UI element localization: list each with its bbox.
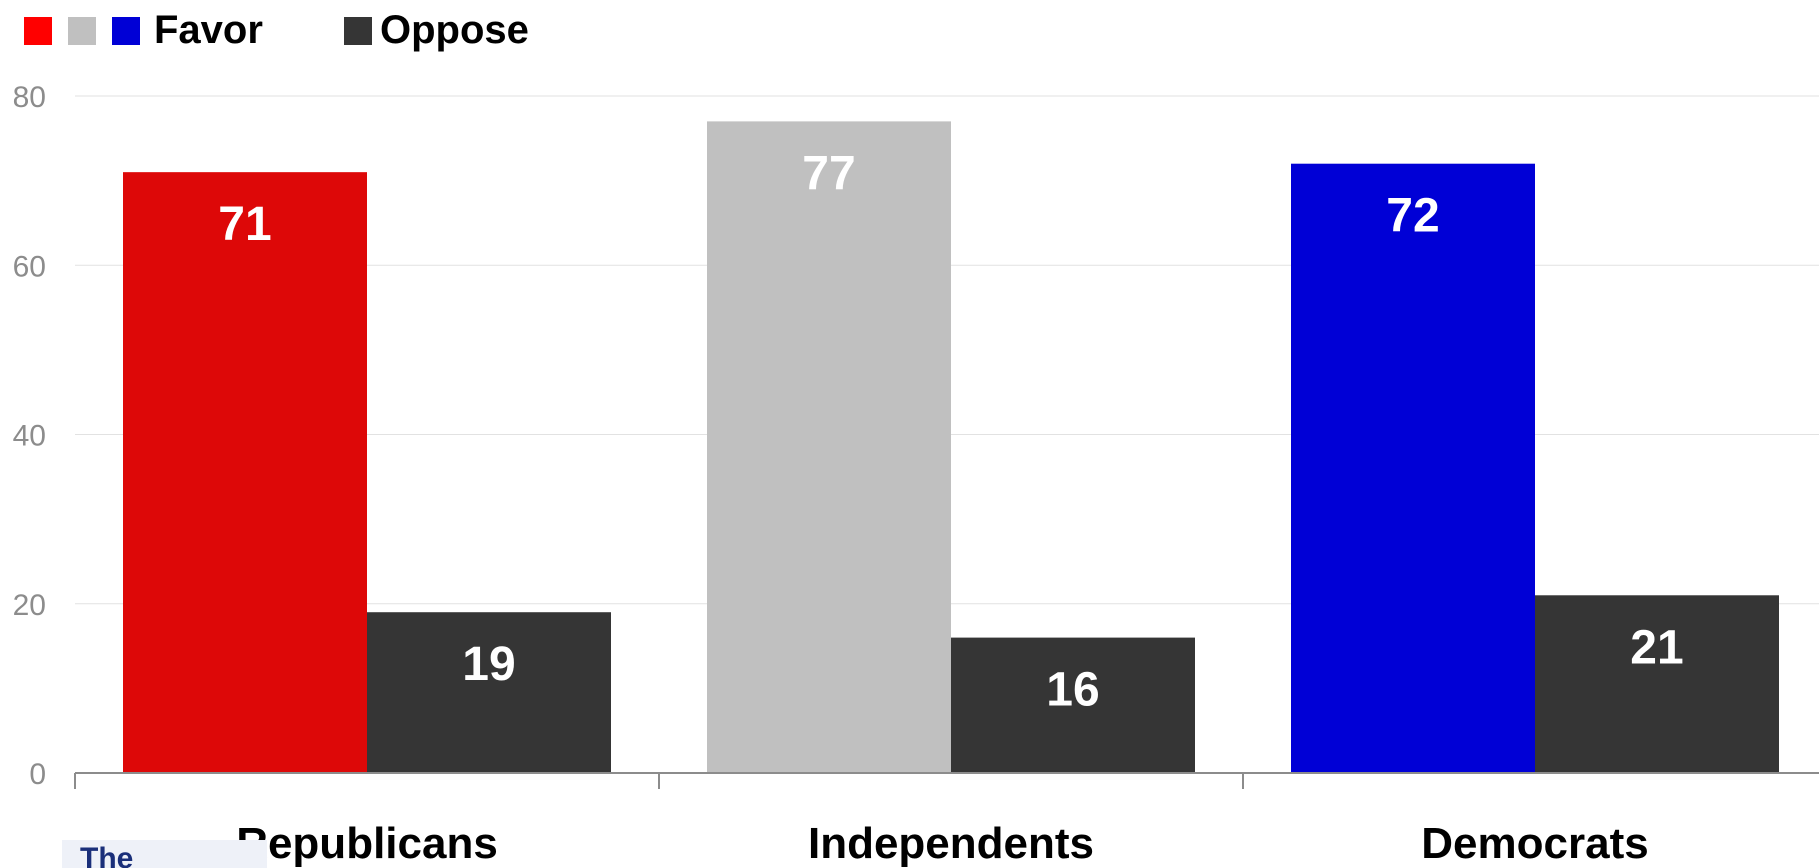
legend-swatch-favor-3 <box>112 17 140 45</box>
bars <box>123 121 1779 774</box>
y-tick-label-20: 20 <box>13 589 46 622</box>
bar-republicans-oppose <box>367 612 611 773</box>
data-label-democrats-oppose: 21 <box>1630 621 1683 674</box>
y-tick-label-60: 60 <box>13 250 46 283</box>
data-label-democrats-favor: 72 <box>1386 190 1439 243</box>
category-labels: Republicans Independents Democrats <box>236 819 1649 868</box>
logo: The <box>62 840 267 868</box>
logo-text: The <box>80 842 133 868</box>
y-tick-label-0: 0 <box>29 758 46 791</box>
bar-republicans-favor <box>123 172 367 774</box>
y-tick-label-40: 40 <box>13 420 46 453</box>
bar-independents-favor <box>707 121 951 773</box>
category-label-republicans: Republicans <box>236 819 498 868</box>
legend-swatch-oppose <box>344 17 372 45</box>
legend: Favor Oppose <box>24 8 529 52</box>
category-label-independents: Independents <box>808 819 1094 868</box>
category-label-democrats: Democrats <box>1421 819 1648 868</box>
y-axis-tick-labels: 0 20 40 60 80 <box>13 81 46 791</box>
data-labels: 71 19 77 16 72 21 <box>218 147 1683 716</box>
data-label-independents-favor: 77 <box>802 147 855 200</box>
data-label-republicans-favor: 71 <box>218 198 271 251</box>
data-label-independents-oppose: 16 <box>1046 664 1099 717</box>
bar-democrats-favor <box>1291 163 1535 773</box>
bar-independents-oppose <box>951 637 1195 773</box>
x-axis <box>74 772 1819 789</box>
data-label-republicans-oppose: 19 <box>462 638 515 691</box>
legend-swatch-favor-1 <box>24 17 52 45</box>
bar-democrats-oppose <box>1535 595 1779 773</box>
y-tick-label-80: 80 <box>13 81 46 114</box>
legend-label-favor: Favor <box>154 8 263 52</box>
logo-background <box>62 840 267 868</box>
legend-swatch-favor-2 <box>68 17 96 45</box>
legend-label-oppose: Oppose <box>380 8 529 52</box>
